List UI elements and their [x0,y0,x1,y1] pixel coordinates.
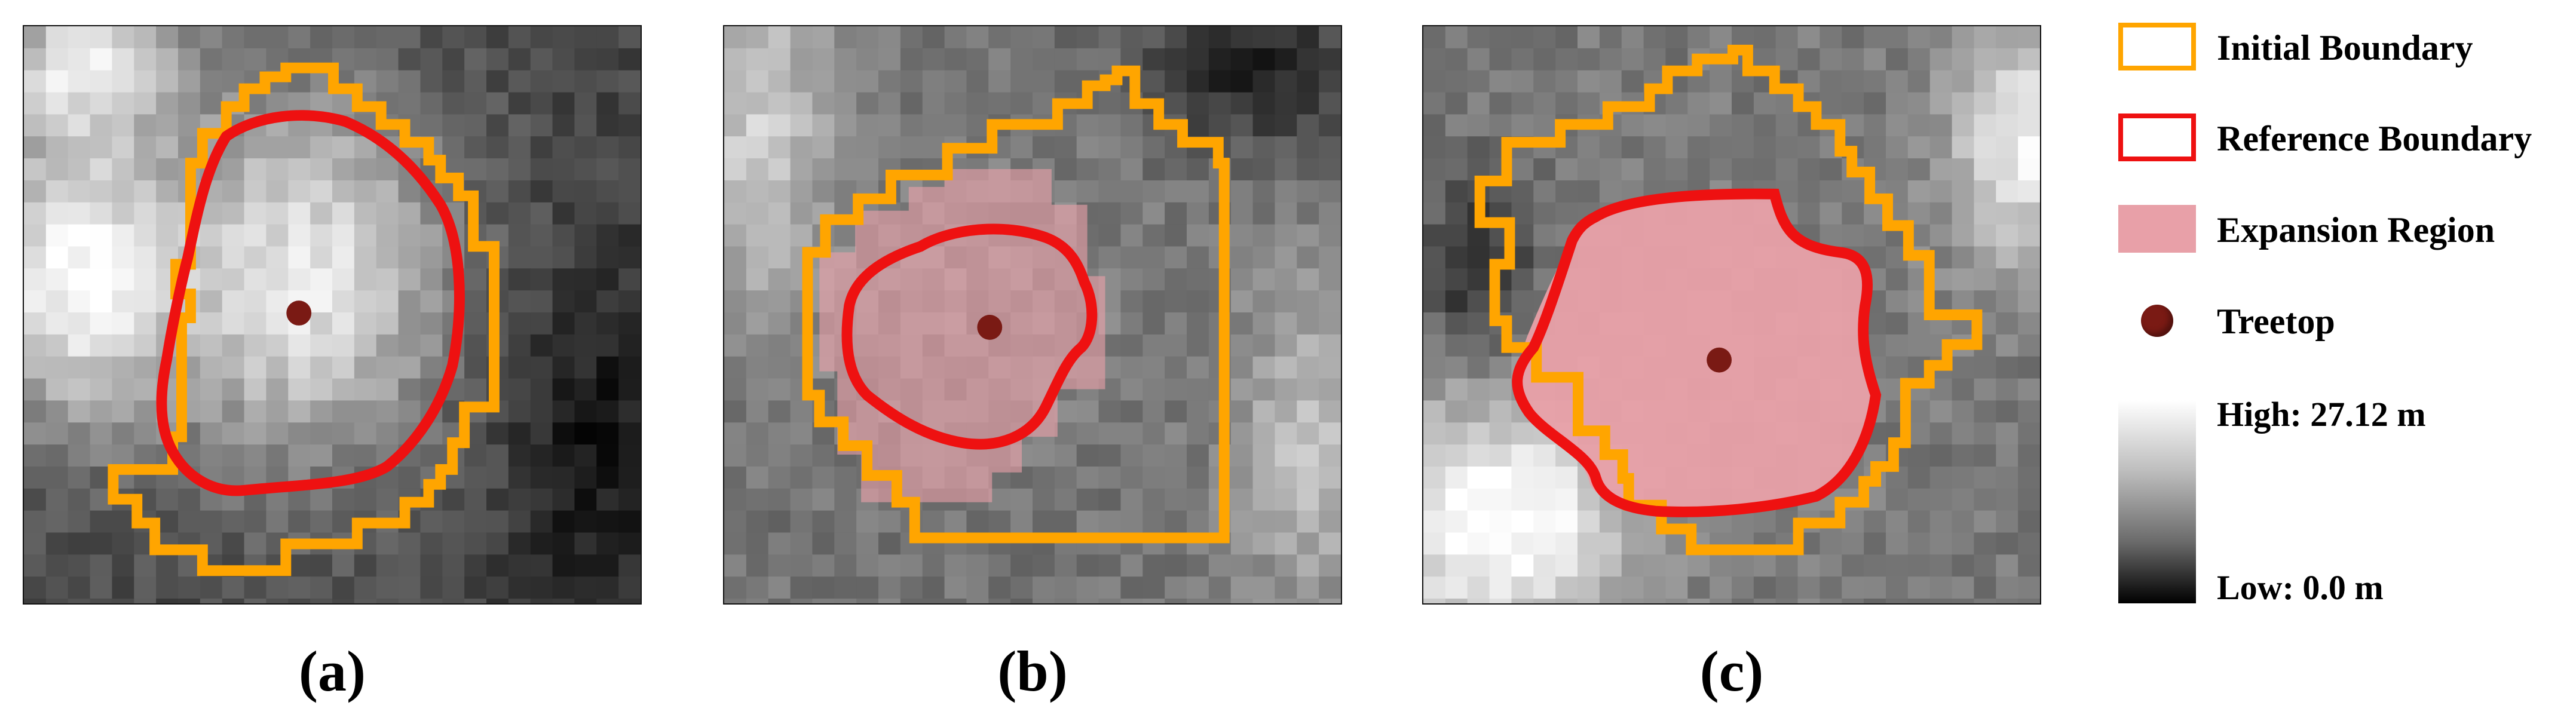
legend-item-treetop: Treetop [2118,292,2572,351]
panel-a [23,25,642,605]
colorbar-low-label: Low: 0.0 m [2217,568,2384,607]
initial-boundary-c [1474,44,1983,556]
reference-boundary-b [841,223,1098,450]
legend-label-treetop: Treetop [2217,302,2335,341]
initial-boundary-swatch-icon [2118,23,2196,70]
treetop-a [286,300,312,326]
caption-a: (a) [299,639,366,703]
expansion-region-swatch-icon [2118,205,2196,253]
legend-label-initial-boundary: Initial Boundary [2217,28,2473,68]
legend-label-expansion-region: Expansion Region [2217,210,2495,250]
reference-boundary-c [1512,188,1882,517]
legend-item-initial-boundary: Initial Boundary [2118,18,2572,78]
legend-item-expansion-region: Expansion Region [2118,200,2572,260]
treetop-b [977,315,1003,340]
treetop-dot-icon [2141,305,2173,337]
panel-b-image [724,26,1341,603]
chm-raster-a [24,26,641,603]
colorbar-high-label: High: 27.12 m [2217,395,2426,434]
treetop-c [1707,347,1732,373]
initial-boundary-a [108,62,500,576]
legend-label-reference-boundary: Reference Boundary [2217,119,2532,158]
panel-c [1422,25,2041,605]
caption-b: (b) [997,639,1068,703]
panel-a-image [24,26,641,603]
initial-boundary-b [802,65,1230,544]
reference-boundary-swatch-icon [2118,114,2196,161]
height-colorbar [2118,400,2196,603]
legend: Initial Boundary Reference Boundary Expa… [2118,18,2572,615]
reference-boundary-a [156,110,465,496]
panel-b [723,25,1342,605]
panel-c-image [1423,26,2040,603]
caption-c: (c) [1699,639,1764,703]
legend-item-reference-boundary: Reference Boundary [2118,109,2572,168]
